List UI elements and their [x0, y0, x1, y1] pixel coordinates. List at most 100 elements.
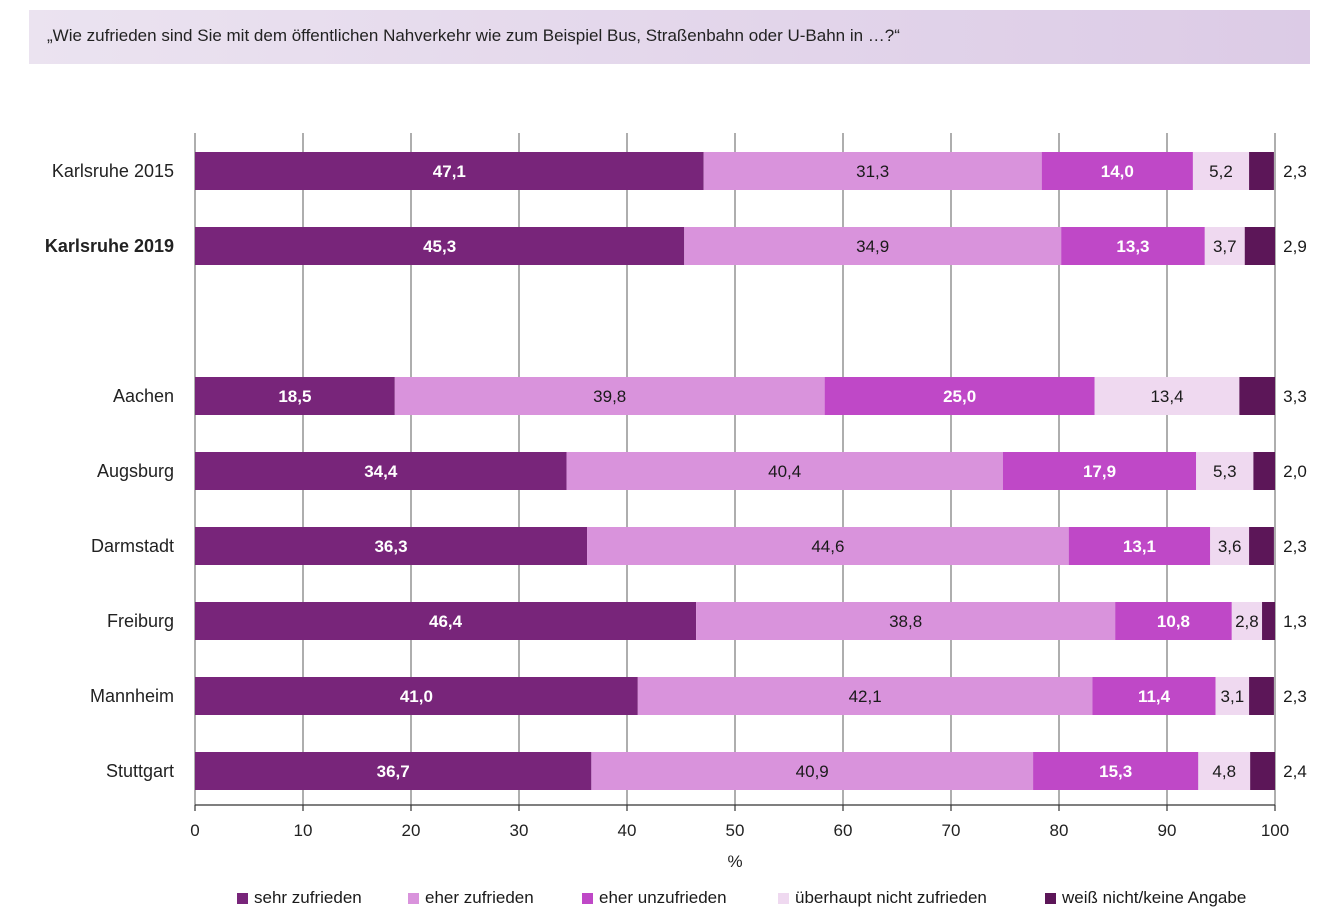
x-tick-label: 60 — [834, 821, 853, 840]
legend-item: eher unzufrieden — [582, 888, 727, 908]
bar-segment — [1061, 227, 1205, 265]
data-label: 11,4 — [1138, 687, 1171, 706]
legend-swatch — [237, 892, 248, 904]
bar-segment — [195, 452, 567, 490]
bar-segment — [1231, 602, 1263, 640]
data-label: 10,8 — [1157, 612, 1190, 631]
x-tick-label: 0 — [190, 821, 199, 840]
bar-segment — [1249, 527, 1274, 565]
legend-swatch — [778, 892, 789, 904]
bar-segment — [1092, 677, 1216, 715]
x-tick-label: 50 — [726, 821, 745, 840]
data-label: 5,2 — [1209, 162, 1233, 181]
x-axis-label: % — [727, 852, 742, 871]
data-label: 2,4 — [1283, 762, 1307, 781]
bar-segment — [1115, 602, 1232, 640]
legend-item: eher zufrieden — [408, 888, 534, 908]
x-tick-label: 10 — [294, 821, 313, 840]
bar-segment — [1249, 677, 1274, 715]
data-label: 15,3 — [1099, 762, 1132, 781]
category-label: Aachen — [113, 386, 174, 406]
data-label: 34,9 — [856, 237, 889, 256]
legend-item: überhaupt nicht zufrieden — [778, 888, 987, 908]
bar-segment — [1253, 452, 1275, 490]
legend-label: sehr zufrieden — [254, 888, 362, 907]
bar-segment — [637, 677, 1093, 715]
legend-swatch — [408, 892, 419, 904]
bar-segment — [195, 677, 638, 715]
data-label: 2,3 — [1283, 537, 1307, 556]
data-label: 1,3 — [1283, 612, 1307, 631]
data-label: 2,8 — [1235, 612, 1259, 631]
bar-segment — [1215, 677, 1250, 715]
question-banner: „Wie zufrieden sind Sie mit dem öffentli… — [29, 10, 1310, 64]
category-label: Karlsruhe 2019 — [45, 236, 174, 256]
data-label: 42,1 — [849, 687, 882, 706]
data-label: 36,3 — [374, 537, 407, 556]
x-tick-label: 40 — [618, 821, 637, 840]
data-label: 3,1 — [1221, 687, 1245, 706]
bar-segment — [195, 602, 697, 640]
bar-segment — [1002, 452, 1197, 490]
data-label: 18,5 — [278, 387, 311, 406]
data-label: 17,9 — [1083, 462, 1116, 481]
data-label: 13,4 — [1150, 387, 1183, 406]
bar-segment — [591, 752, 1034, 790]
data-label: 40,4 — [768, 462, 801, 481]
bar-segment — [566, 452, 1003, 490]
bar-segment — [1249, 152, 1274, 190]
legend-swatch — [582, 892, 593, 904]
bar-segment — [1210, 527, 1250, 565]
bar-segment — [1192, 152, 1250, 190]
data-label: 4,8 — [1212, 762, 1236, 781]
bar-segment — [1198, 752, 1251, 790]
category-label: Freiburg — [107, 611, 174, 631]
bar-segment — [1239, 377, 1275, 415]
data-label: 38,8 — [889, 612, 922, 631]
bar-segment — [824, 377, 1095, 415]
data-label: 34,4 — [364, 462, 398, 481]
data-label: 25,0 — [943, 387, 976, 406]
legend-label: weiß nicht/keine Angabe — [1062, 888, 1247, 907]
chart-legend: sehr zufrieden eher zufrieden eher unzufri… — [0, 888, 1337, 912]
x-tick-label: 80 — [1050, 821, 1069, 840]
bar-segment — [1094, 377, 1240, 415]
bar-segment — [394, 377, 825, 415]
data-label: 13,1 — [1123, 537, 1156, 556]
data-label: 2,9 — [1283, 237, 1307, 256]
data-label: 3,7 — [1213, 237, 1237, 256]
legend-item: sehr zufrieden — [237, 888, 362, 908]
legend-label: eher zufrieden — [425, 888, 534, 907]
data-label: 14,0 — [1101, 162, 1134, 181]
category-label: Karlsruhe 2015 — [52, 161, 174, 181]
x-tick-label: 20 — [402, 821, 421, 840]
bar-segment — [1250, 752, 1275, 790]
data-label: 3,3 — [1283, 387, 1307, 406]
data-label: 5,3 — [1213, 462, 1237, 481]
bar-segment — [1033, 752, 1199, 790]
data-label: 13,3 — [1116, 237, 1149, 256]
bar-segment — [703, 152, 1042, 190]
data-label: 36,7 — [377, 762, 410, 781]
data-label: 2,3 — [1283, 687, 1307, 706]
category-label: Augsburg — [97, 461, 174, 481]
x-tick-label: 30 — [510, 821, 529, 840]
bar-segment — [195, 152, 704, 190]
category-label: Stuttgart — [106, 761, 174, 781]
data-label: 45,3 — [423, 237, 456, 256]
bar-segment — [195, 752, 592, 790]
x-tick-label: 90 — [1158, 821, 1177, 840]
bar-segment — [195, 377, 395, 415]
bar-segment — [1041, 152, 1193, 190]
data-label: 47,1 — [433, 162, 466, 181]
data-label: 44,6 — [811, 537, 844, 556]
data-label: 40,9 — [796, 762, 829, 781]
bar-segment — [195, 527, 588, 565]
bar-segment — [1068, 527, 1211, 565]
data-label: 31,3 — [856, 162, 889, 181]
bar-segment — [1196, 452, 1254, 490]
survey-question: „Wie zufrieden sind Sie mit dem öffentli… — [47, 26, 900, 45]
category-label: Mannheim — [90, 686, 174, 706]
data-label: 3,6 — [1218, 537, 1242, 556]
x-tick-label: 70 — [942, 821, 961, 840]
